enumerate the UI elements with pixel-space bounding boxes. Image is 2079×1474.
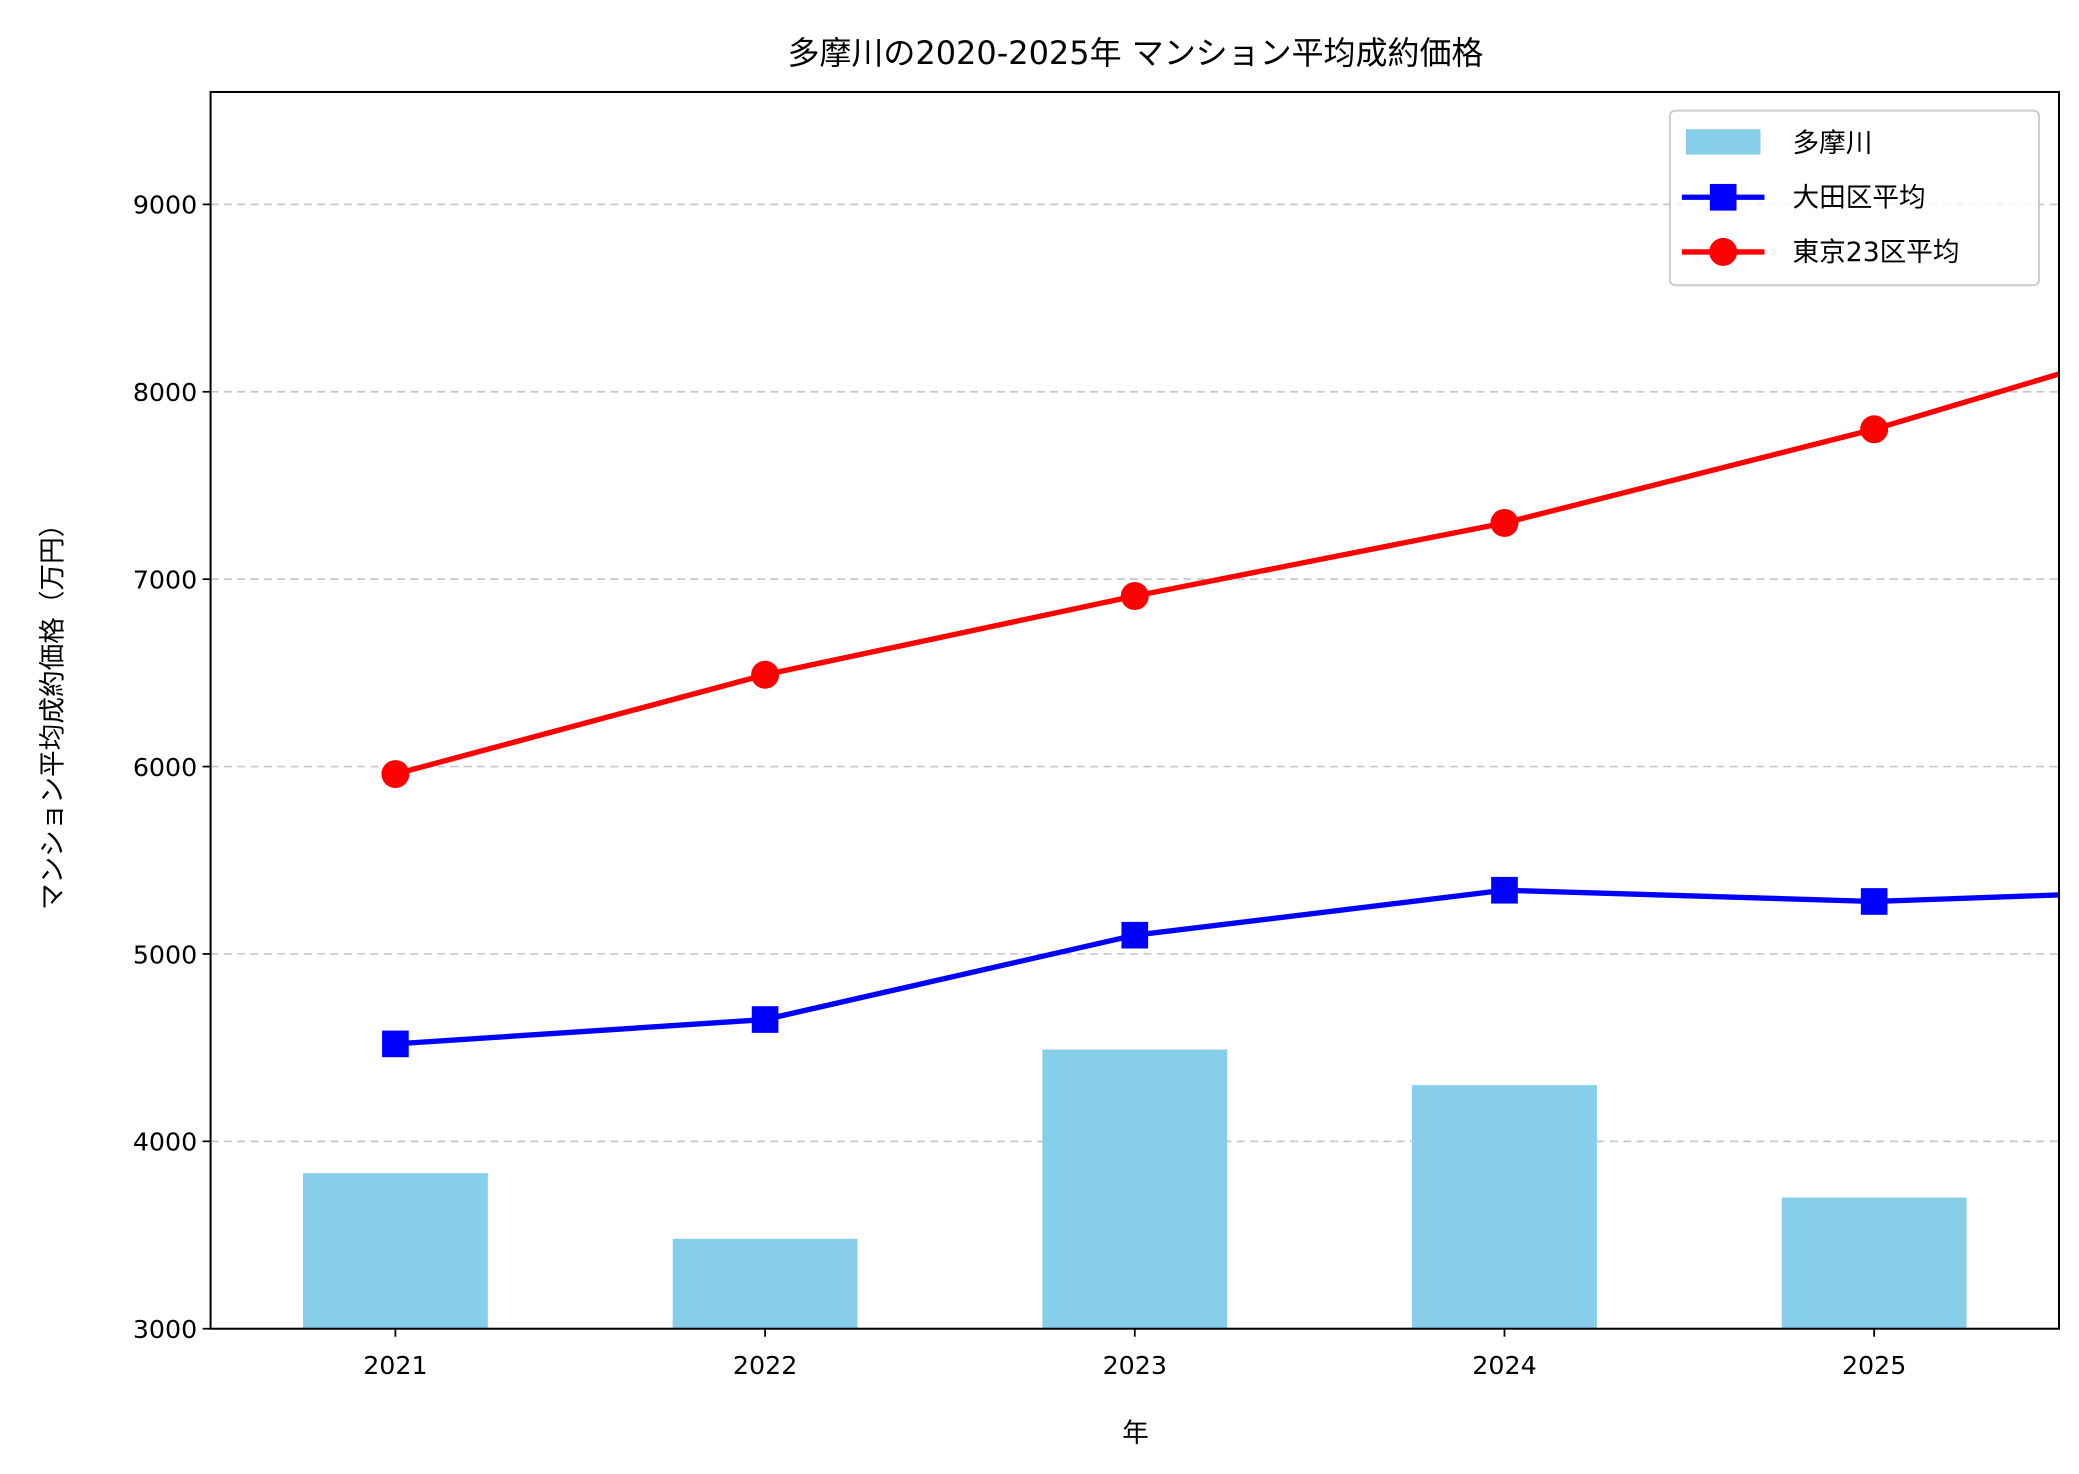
point-2025 [1860,415,1889,444]
x-axis-label: 年 [1122,1418,1149,1449]
legend-swatch-bars [1685,129,1761,155]
series-line-1 [394,371,2060,777]
x-tick-label: 2021 [363,1350,427,1380]
bar-2022 [672,1238,858,1329]
legend-label: 東京23区平均 [1792,237,1959,268]
legend-label: 大田区平均 [1792,183,1925,214]
legend-marker [1709,237,1738,266]
point-2022 [751,1006,779,1033]
point-2024 [1491,876,1518,904]
x-tick-label: 2023 [1103,1350,1167,1380]
series-line-0 [395,887,2060,1047]
y-tick-label: 6000 [133,752,197,782]
point-2021 [382,1030,409,1058]
x-tick-label: 2025 [1842,1350,1906,1380]
point-2021 [381,760,410,789]
point-2022 [751,660,780,689]
bar-2024 [1412,1085,1597,1329]
y-tick-label: 5000 [133,939,197,969]
point-2023 [1121,921,1149,949]
y-tick-label: 7000 [133,565,197,595]
point-2024 [1490,508,1519,537]
bar-2023 [1042,1049,1228,1329]
point-2025 [1860,888,1888,915]
legend-marker [1709,183,1737,211]
y-tick-label: 9000 [133,190,197,220]
y-axis-label: マンション平均成約価格（万円） [37,511,68,911]
y-tick-label: 4000 [133,1127,197,1157]
chart-title: 多摩川の2020-2025年 マンション平均成約価格 [787,34,1483,72]
plot-frame [209,90,2061,1330]
x-tick-label: 2022 [733,1350,797,1380]
bar-2021 [302,1173,488,1329]
bar-2025 [1781,1197,1967,1329]
y-tick-label: 8000 [133,377,197,407]
point-2023 [1120,582,1149,611]
legend-label: 多摩川 [1792,128,1872,159]
y-tick-label: 3000 [133,1314,197,1344]
x-tick-label: 2024 [1472,1350,1536,1380]
